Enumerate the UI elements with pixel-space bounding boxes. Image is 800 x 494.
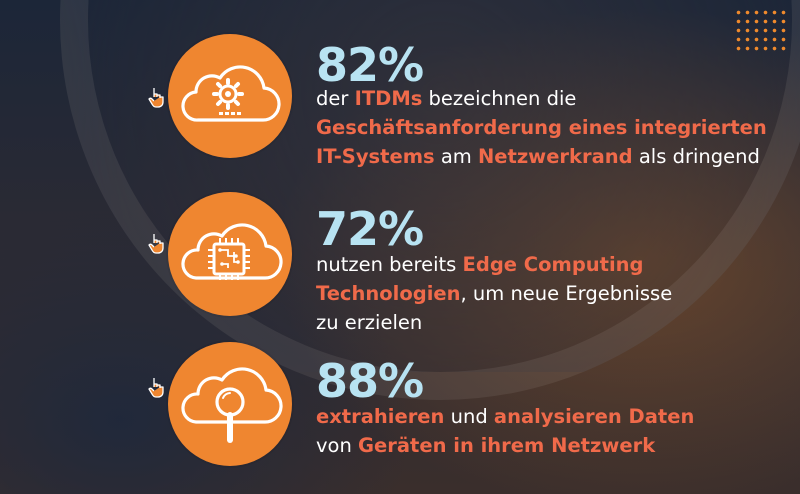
stat-percent: 82% [316,38,424,92]
description-line: von Geräten in ihrem Netzwerk [316,431,694,460]
body-text: bezeichnen die [422,87,577,110]
description-line: Geschäftsanforderung eines integrierten [316,113,767,142]
hand-pointer-icon [148,378,164,398]
gear-cloud-icon [168,34,292,158]
stat-description: der ITDMs bezeichnen die Geschäftsanforde… [316,84,767,171]
stat-block-1: 82% der ITDMs bezeichnen die Geschäftsanf… [0,0,800,168]
description-line: der ITDMs bezeichnen die [316,84,767,113]
highlighted-text: Netzwerkrand [477,145,633,168]
highlighted-text: Technologien [316,282,461,305]
magnifier-cloud-icon [168,342,292,466]
dot-pattern-decoration [734,8,786,54]
stat-percent: 72% [316,202,424,256]
stat-percent: 88% [316,354,424,408]
body-text: der [316,87,355,110]
highlighted-text: ITDMs [354,87,423,110]
highlighted-text: IT-Systems [316,145,435,168]
body-text: von [316,434,359,457]
stat-block-2: 72% nutzen bereits Edge Computing Technol… [0,0,800,334]
stat-block-3: 88% extrahieren und analysieren Daten von… [0,0,800,466]
stat-description: extrahieren und analysieren Daten von Ger… [316,402,694,460]
highlighted-text: analysieren Daten [493,405,695,428]
body-text: , um neue Ergebnisse [460,282,673,305]
body-text: und [444,405,494,428]
body-text: zu erzielen [316,311,423,334]
description-line: nutzen bereits Edge Computing [316,250,672,279]
description-line: extrahieren und analysieren Daten [316,402,694,431]
highlighted-text: Geschäftsanforderung eines integrierten [316,116,767,139]
body-text: nutzen bereits [316,253,463,276]
description-line: zu erzielen [316,308,672,337]
body-text: als dringend [632,145,760,168]
description-line: IT-Systems am Netzwerkrand als dringend [316,142,767,171]
description-line: Technologien, um neue Ergebnisse [316,279,672,308]
highlighted-text: Geräten in ihrem Netzwerk [358,434,656,457]
hand-pointer-icon [148,88,164,108]
hand-pointer-icon [148,234,164,254]
body-text: am [434,145,478,168]
highlighted-text: extrahieren [316,405,445,428]
chip-cloud-icon [168,192,292,316]
stat-description: nutzen bereits Edge Computing Technologie… [316,250,672,337]
highlighted-text: Edge Computing [462,253,644,276]
